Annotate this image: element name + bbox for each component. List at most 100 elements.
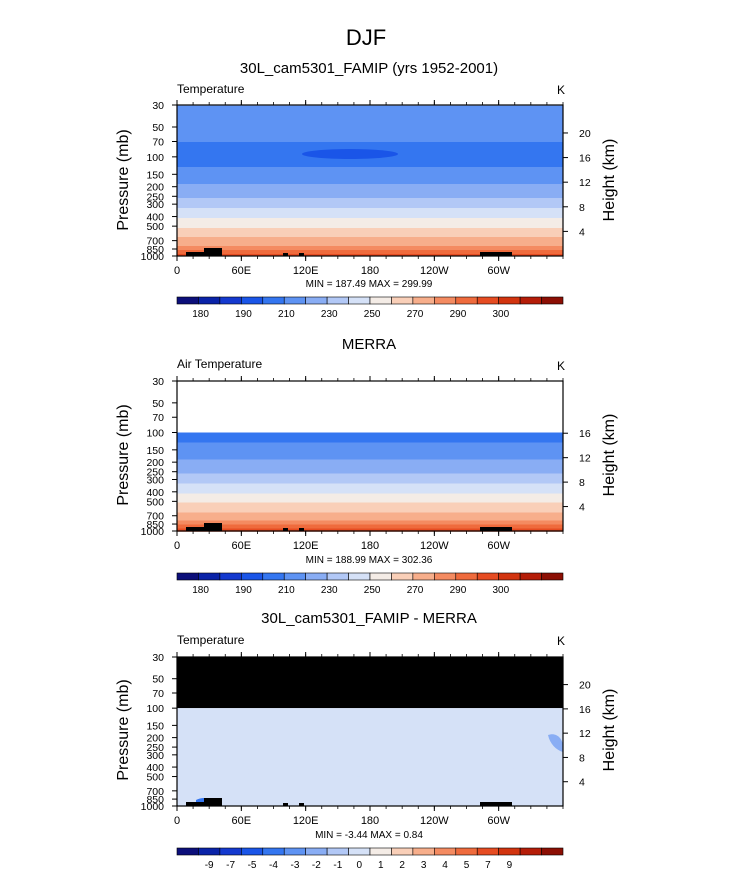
contour-band — [177, 116, 563, 118]
contour-band — [177, 128, 563, 130]
contour-band — [177, 479, 563, 481]
contour-band — [177, 227, 563, 229]
contour-band — [177, 473, 563, 475]
contour-band — [177, 229, 563, 231]
contour-band — [177, 492, 563, 494]
topography — [283, 253, 288, 256]
contour-band — [177, 496, 563, 498]
contour-band — [177, 461, 563, 463]
contour-band — [177, 187, 563, 189]
contour-band — [177, 133, 563, 135]
min-max-label: MIN = 187.49 MAX = 299.99 — [306, 279, 433, 290]
topography — [299, 253, 304, 256]
contour-band — [177, 206, 563, 208]
contour-band — [177, 111, 563, 113]
contour-band — [177, 223, 563, 225]
colorbar-label: -9 — [205, 860, 214, 871]
contour-band — [177, 176, 563, 178]
contour-band — [177, 200, 563, 202]
contour-band — [177, 483, 563, 485]
contour-band — [177, 459, 563, 461]
contour-band — [177, 214, 563, 216]
contour-band — [177, 117, 563, 119]
contour-band — [177, 445, 563, 447]
contour-band — [177, 251, 563, 253]
colorbar-swatch — [412, 847, 435, 856]
contour-band — [177, 177, 563, 179]
colorbar-swatch — [176, 572, 199, 581]
contour-band — [177, 528, 563, 530]
contour-band — [177, 126, 563, 128]
contour-band — [177, 518, 563, 520]
colorbar-label: 190 — [235, 585, 252, 596]
contour-band — [177, 185, 563, 187]
contour-band — [177, 121, 563, 123]
contour-band — [177, 143, 563, 145]
panel-units-label: K — [557, 83, 565, 97]
contour-band — [177, 179, 563, 181]
contour-band — [177, 163, 563, 165]
contour-band — [177, 183, 563, 185]
panel-title: MERRA — [342, 336, 396, 353]
panel-left-label: Temperature — [177, 633, 245, 647]
contour-band — [177, 146, 563, 148]
colorbar-swatch — [455, 847, 478, 856]
contour-band — [177, 253, 563, 255]
contour-band — [177, 119, 563, 121]
y2-tick-label: 16 — [579, 153, 591, 165]
y-tick-label: 100 — [146, 703, 164, 715]
contour-band — [177, 140, 563, 142]
contour-band — [177, 499, 563, 501]
colorbar-swatch — [369, 847, 392, 856]
contour-band — [177, 228, 563, 230]
contour-band — [177, 178, 563, 180]
contour-band — [177, 249, 563, 251]
contour-band — [177, 485, 563, 487]
y2-tick-label: 4 — [579, 502, 585, 514]
contour-band — [177, 160, 563, 162]
y-tick-label: 1000 — [141, 526, 165, 538]
contour-band — [177, 174, 563, 176]
contour-band — [177, 109, 563, 111]
contour-band — [177, 169, 563, 171]
contour-band — [177, 510, 563, 512]
contour-band — [177, 482, 563, 484]
contour-band — [177, 195, 563, 197]
colorbar-swatch — [348, 847, 371, 856]
contour-band — [177, 432, 563, 434]
colorbar-swatch — [476, 572, 499, 581]
y-tick-label: 200 — [146, 182, 164, 194]
contour-band — [177, 132, 563, 134]
contour-band — [177, 505, 563, 507]
y-tick-label: 500 — [146, 496, 164, 508]
topography — [283, 528, 288, 531]
colorbar-swatch — [348, 572, 371, 581]
colorbar-label: -5 — [248, 860, 257, 871]
colorbar-label: -4 — [269, 860, 278, 871]
topography — [186, 527, 214, 531]
contour-band — [177, 529, 563, 531]
contour-band — [177, 120, 563, 122]
colorbar-label: -3 — [290, 860, 299, 871]
y2-tick-label: 20 — [579, 128, 591, 140]
contour-band — [177, 161, 563, 163]
contour-band — [177, 250, 563, 252]
contour-band — [177, 216, 563, 218]
contour-band — [177, 433, 563, 435]
x-tick-label: 120E — [293, 540, 319, 552]
colorbar-swatch — [541, 296, 564, 305]
contour-band — [177, 236, 563, 238]
y2-axis-label: Height (km) — [601, 414, 618, 497]
contour-band — [177, 503, 563, 505]
contour-band — [177, 215, 563, 217]
colorbar-label: 270 — [407, 585, 424, 596]
colorbar-swatch — [519, 572, 542, 581]
contour-band — [177, 138, 563, 140]
topography — [186, 252, 214, 256]
colorbar-swatch — [283, 572, 306, 581]
y2-tick-label: 8 — [579, 477, 585, 489]
panel-units-label: K — [557, 359, 565, 373]
contour-band — [177, 501, 563, 503]
colorbar-label: -1 — [333, 860, 342, 871]
y-tick-label: 700 — [146, 236, 164, 248]
